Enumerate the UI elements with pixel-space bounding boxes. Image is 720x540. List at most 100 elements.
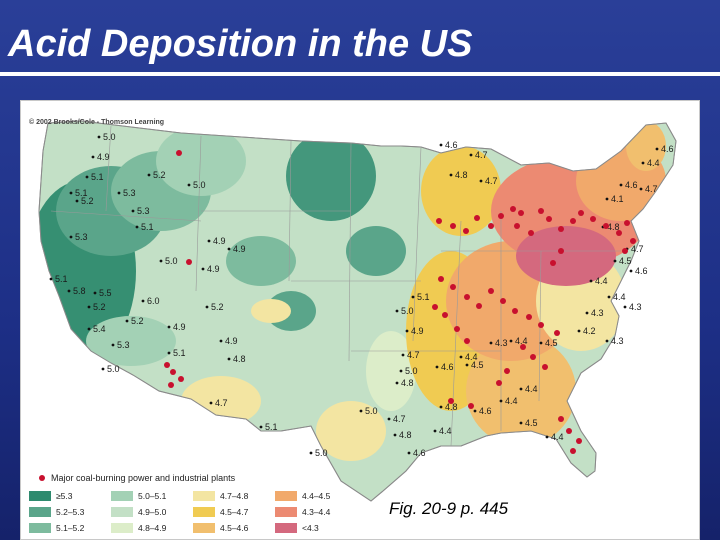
ph-label: 4.3 [489,338,508,348]
monitoring-site-dot [469,153,473,157]
ph-label: 4.9 [207,236,226,246]
power-plant-marker [488,223,494,229]
ph-value: 4.7 [393,414,406,424]
power-plant-marker [570,448,576,454]
power-plant-marker [498,213,504,219]
monitoring-site-dot [91,155,95,159]
ph-label: 4.4 [459,352,478,362]
power-plant-marker [170,369,176,375]
power-plant-marker [558,416,564,422]
ph-label: 5.2 [87,302,106,312]
ph-value: 4.6 [625,180,638,190]
legend-swatch [275,523,297,533]
monitoring-site-dot [605,197,609,201]
ph-value: 5.8 [73,286,86,296]
ph-label: 4.9 [91,152,110,162]
ph-value: 4.5 [545,338,558,348]
ph-label: 5.1 [167,348,186,358]
monitoring-site-dot [605,339,609,343]
monitoring-site-dot [433,429,437,433]
monitoring-site-dot [85,175,89,179]
monitoring-site-dot [439,143,443,147]
power-plant-marker [438,276,444,282]
power-plant-marker [164,362,170,368]
ph-value: 4.4 [551,432,564,442]
power-plant-marker [436,218,442,224]
monitoring-site-dot [209,401,213,405]
ph-label: 5.1 [259,422,278,432]
ph-value: 4.9 [213,236,226,246]
power-plant-marker [504,368,510,374]
ph-value: 4.7 [475,150,488,160]
monitoring-site-dot [201,267,205,271]
monitoring-site-dot [589,279,593,283]
power-plant-marker [538,208,544,214]
monitoring-site-dot [101,367,105,371]
monitoring-site-dot [205,305,209,309]
ph-label: 4.6 [619,180,638,190]
monitoring-site-dot [395,381,399,385]
monitoring-site-dot [227,247,231,251]
ph-value: 4.9 [97,152,110,162]
monitoring-site-dot [623,305,627,309]
legend-swatch [111,507,133,517]
monitoring-site-dot [519,421,523,425]
ph-label: 5.2 [205,302,224,312]
ph-value: 5.2 [81,196,94,206]
monitoring-site-dot [141,299,145,303]
monitoring-site-dot [629,269,633,273]
monitoring-site-dot [309,451,313,455]
ph-label: 4.4 [433,426,452,436]
monitoring-site-dot [227,357,231,361]
ph-value: 5.2 [93,302,106,312]
ph-value: 4.5 [471,360,484,370]
ph-value: 4.9 [233,244,246,254]
ph-label: 5.2 [147,170,166,180]
ph-label: 4.7 [469,150,488,160]
monitoring-site-dot [479,179,483,183]
power-plant-marker [622,248,628,254]
legend-swatch [111,491,133,501]
power-plant-marker [468,403,474,409]
ph-value-labels: 5.04.95.15.15.25.35.25.05.35.35.15.04.94… [49,132,674,458]
ph-value: 4.6 [635,266,648,276]
ph-value: 4.6 [661,144,674,154]
ph-label: 5.8 [67,286,86,296]
ph-value: 5.5 [99,288,112,298]
ph-label: 4.4 [499,396,518,406]
monitoring-site-dot [69,191,73,195]
ph-label: 4.4 [545,432,564,442]
legend-swatch [193,523,215,533]
ph-label: 4.4 [641,158,660,168]
ph-label: 4.9 [227,244,246,254]
legend-swatch [29,523,51,533]
power-plant-marker [590,216,596,222]
ph-value: 5.0 [405,366,418,376]
monitoring-site-dot [585,311,589,315]
ph-value: 4.5 [525,418,538,428]
power-plant-marker [178,376,184,382]
ph-value: 4.6 [479,406,492,416]
monitoring-site-dot [207,239,211,243]
legend-swatch [29,491,51,501]
ph-label: 4.8 [395,378,414,388]
monitoring-site-dot [489,341,493,345]
ph-value: 4.4 [613,292,626,302]
legend-item: 4.4–4.5 [275,488,357,504]
power-plant-marker [514,223,520,229]
legend-label: ≥5.3 [56,491,73,501]
ph-value: 4.8 [401,378,414,388]
monitoring-site-dot [613,259,617,263]
ph-label: 5.3 [69,232,88,242]
ph-label: 4.6 [655,144,674,154]
ph-value: 4.9 [225,336,238,346]
ph-value: 5.1 [173,348,186,358]
power-plant-marker [500,298,506,304]
ph-value: 5.2 [153,170,166,180]
ph-label: 4.5 [613,256,632,266]
legend-item: 4.5–4.6 [193,520,275,536]
monitoring-site-dot [655,147,659,151]
legend-plants-label: Major coal-burning power and industrial … [51,473,236,483]
ph-value: 5.3 [75,232,88,242]
figure-caption: Fig. 20-9 p. 445 [389,499,509,518]
